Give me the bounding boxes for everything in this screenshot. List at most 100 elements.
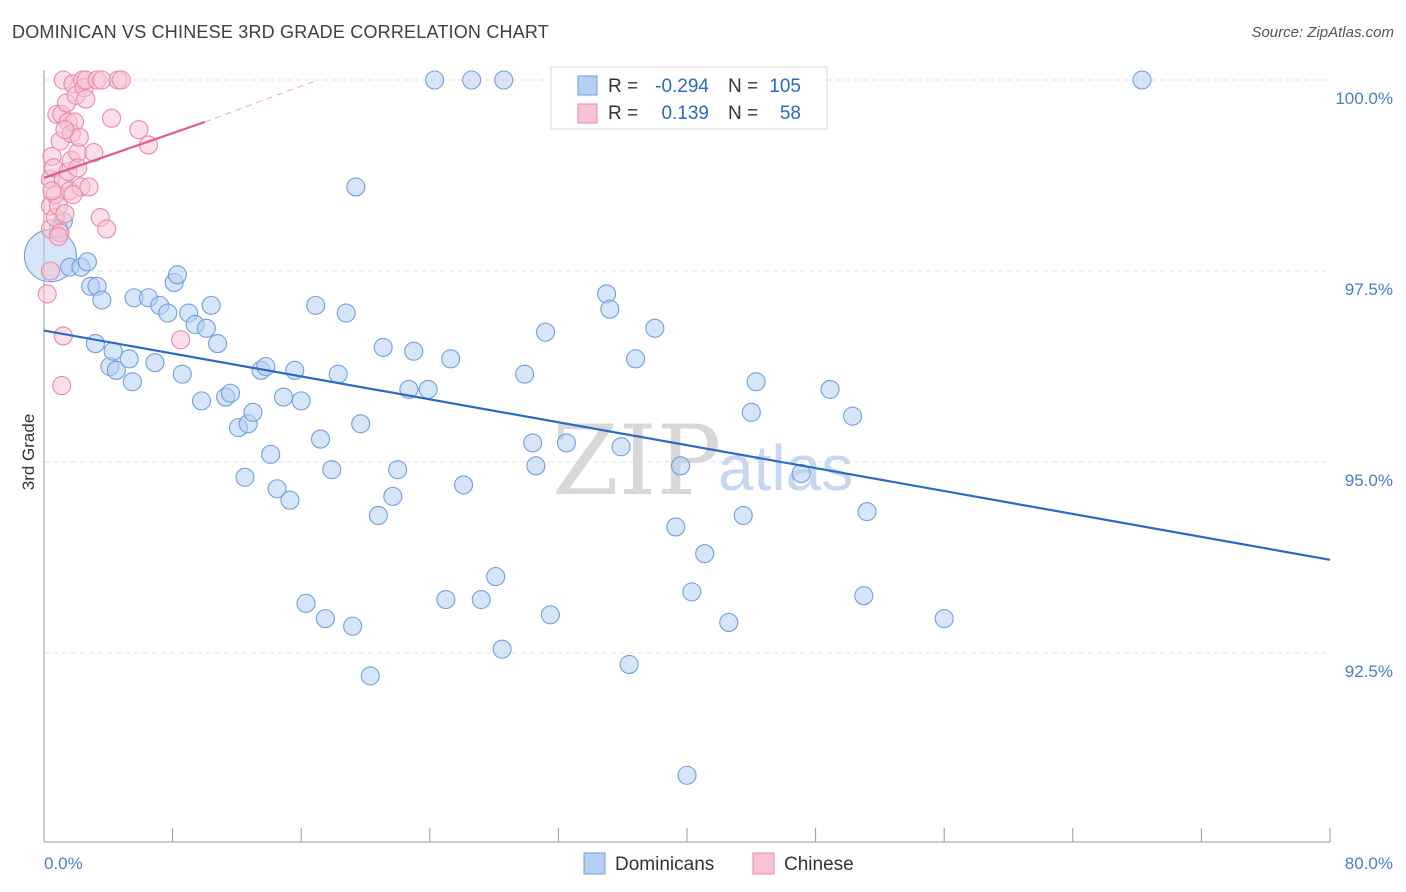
dominicans-point — [677, 765, 697, 785]
dominicans-point — [540, 605, 560, 625]
bottom-legend-swatch-dominicans — [583, 852, 606, 875]
dominicans-point — [462, 70, 482, 90]
chinese-point — [101, 108, 122, 128]
dominicans-point — [425, 70, 445, 90]
chinese-point — [171, 330, 191, 350]
chinese-trend-line — [43, 120, 206, 179]
dominicans-point — [196, 318, 216, 338]
chinese-point — [97, 219, 117, 239]
chinese-point — [79, 177, 99, 197]
dominicans-point — [158, 303, 178, 323]
dominicans-point — [145, 353, 165, 373]
legend-r-label-dominicans: R = — [608, 76, 638, 97]
legend-n-value-dominicans: 105 — [769, 76, 801, 97]
dominicans-point — [523, 433, 543, 453]
dominicans-point — [404, 341, 424, 361]
bottom-legend-label-dominicans: Dominicans — [615, 854, 714, 875]
trend-lines — [43, 79, 1331, 561]
gridlines — [44, 79, 1330, 654]
legend-n-label-chinese: N = — [728, 103, 758, 124]
x-tick-label-max: 80.0% — [1345, 854, 1393, 873]
dominicans-point — [328, 364, 348, 384]
dominicans-point — [273, 387, 294, 407]
dominicans-point — [820, 379, 840, 399]
dominicans-point — [515, 364, 535, 384]
dominicans-point — [492, 639, 512, 659]
watermark-atlas: atlas — [718, 432, 853, 504]
watermark-zip: ZIP — [552, 405, 721, 517]
chinese-point — [52, 376, 72, 396]
y-tick-label: 97.5% — [1345, 280, 1393, 299]
y-tick-label: 100.0% — [1335, 89, 1393, 108]
dominicans-point — [719, 612, 739, 632]
dominicans-point — [556, 433, 576, 453]
dominicans-point — [122, 372, 142, 392]
dominicans-point — [343, 616, 363, 636]
dominicans-point — [373, 337, 393, 357]
y-axis-label: 3rd Grade — [19, 414, 38, 491]
chinese-trend-extension — [204, 79, 318, 123]
data-points — [23, 70, 1152, 785]
dominicans-point — [383, 486, 403, 506]
dominicans-point — [85, 334, 105, 354]
dominicans-point — [746, 372, 766, 392]
dominicans-point — [471, 589, 491, 610]
dominicans-point — [611, 437, 631, 457]
dominicans-point — [220, 383, 241, 403]
dominicans-point — [682, 582, 702, 602]
bottom-legend-swatch-chinese — [752, 852, 775, 875]
dominicans-point — [695, 544, 715, 564]
dominicans-point — [296, 593, 316, 613]
y-tick-label: 95.0% — [1345, 471, 1393, 490]
dominicans-point — [167, 265, 187, 285]
dominicans-point — [306, 295, 326, 315]
dominicans-point — [418, 379, 438, 399]
dominicans-point — [280, 490, 300, 510]
legend-n-value-chinese: 58 — [780, 103, 801, 124]
dominicans-point — [857, 502, 877, 522]
dominicans-point — [119, 349, 139, 369]
chinese-point — [48, 227, 69, 247]
dominicans-point — [368, 505, 388, 526]
dominicans-point — [526, 456, 546, 476]
dominicans-point — [1132, 70, 1152, 90]
dominicans-point — [666, 517, 686, 537]
dominicans-point — [346, 177, 366, 197]
legend-swatch-chinese — [577, 103, 598, 124]
chart-title: DOMINICAN VS CHINESE 3RD GRADE CORRELATI… — [12, 22, 550, 42]
chinese-point — [55, 120, 75, 140]
dominicans-trend-line — [43, 329, 1331, 561]
legend-r-value-dominicans: -0.294 — [655, 76, 709, 97]
chinese-point — [63, 185, 83, 205]
dominicans-point — [934, 609, 954, 629]
chinese-point — [76, 89, 96, 109]
chinese-point — [92, 70, 112, 90]
dominicans-point — [261, 444, 281, 464]
x-tick-label-min: 0.0% — [44, 854, 83, 873]
legend-swatch-dominicans — [577, 75, 598, 96]
dominicans-point — [388, 460, 408, 480]
chinese-point — [111, 70, 131, 90]
dominicans-point — [191, 391, 212, 411]
dominicans-point — [351, 414, 371, 434]
dominicans-point — [741, 402, 761, 422]
dominicans-point — [645, 318, 665, 338]
dominicans-point — [454, 475, 474, 495]
dominicans-point — [843, 406, 863, 426]
dominicans-point — [322, 460, 342, 480]
chinese-point — [55, 204, 75, 224]
dominicans-point — [267, 479, 287, 499]
legend-box: R = -0.294 N = 105 R = 0.139 N = 58 — [550, 66, 828, 130]
dominicans-point — [315, 609, 335, 629]
dominicans-point — [291, 391, 311, 411]
legend-r-value-chinese: 0.139 — [661, 103, 709, 124]
dominicans-point — [201, 295, 221, 315]
y-tick-label: 92.5% — [1345, 662, 1393, 681]
dominicans-point — [336, 303, 356, 323]
dominicans-point — [854, 586, 874, 606]
chinese-point — [37, 284, 57, 304]
dominicans-point — [671, 456, 691, 476]
dominicans-point — [733, 505, 753, 526]
dominicans-point — [360, 666, 380, 686]
chinese-point — [129, 120, 149, 140]
